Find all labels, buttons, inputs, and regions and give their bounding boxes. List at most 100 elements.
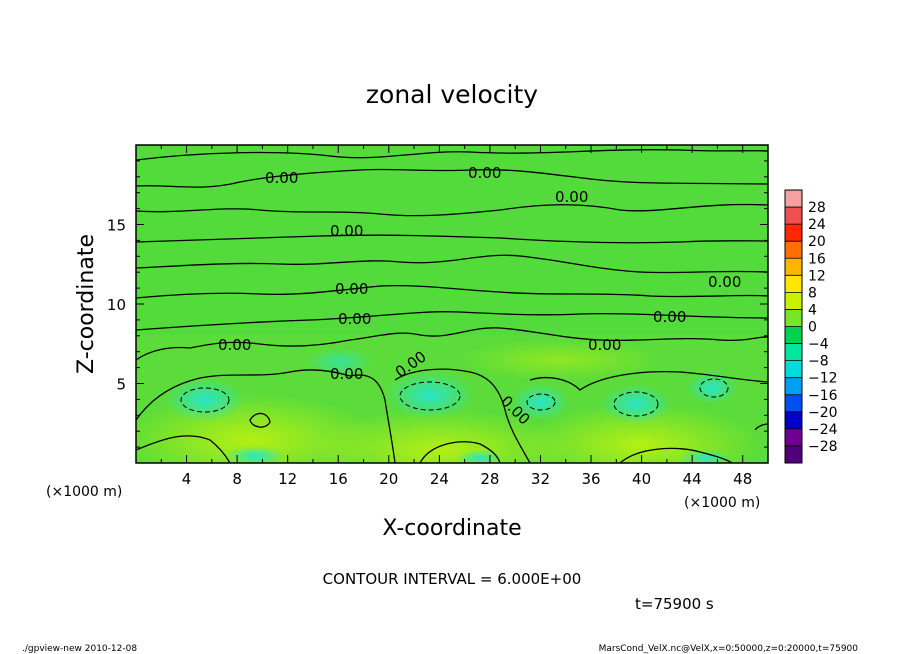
- negative-contours: [180, 378, 729, 417]
- contour-line: [754, 423, 768, 431]
- contour-line: [136, 203, 768, 217]
- contour-label: 0.00: [335, 280, 368, 298]
- velocity-field-negative-cell: [225, 446, 285, 463]
- x-tick-label: 4: [182, 470, 192, 488]
- colorbar-label: −20: [808, 405, 838, 421]
- y-axis: 5 10 15: [107, 160, 768, 448]
- contour-label: 0.00: [708, 273, 741, 291]
- colorbar-swatch: [785, 411, 802, 430]
- negative-contour: [399, 381, 461, 411]
- contour-line: [249, 412, 271, 428]
- negative-contour: [699, 378, 729, 398]
- contour-line: [136, 311, 768, 331]
- y-tick-label: 15: [107, 217, 126, 235]
- contour-lines: [136, 149, 768, 463]
- colorbar-swatch: [785, 309, 802, 327]
- velocity-field-negative-cell: [510, 384, 570, 420]
- colorbar-label: 4: [808, 302, 817, 318]
- x-axis-label: X-coordinate: [382, 516, 521, 541]
- x-tick-label: 48: [733, 470, 752, 488]
- contour-line: [136, 369, 396, 463]
- contour-line: [136, 254, 768, 274]
- y-axis-label: Z-coordinate: [74, 234, 99, 374]
- y-tick-label: 10: [107, 296, 126, 314]
- colorbar-label: 12: [808, 268, 826, 284]
- contour-line: [619, 447, 733, 463]
- colorbar-label: −8: [808, 354, 829, 370]
- colorbar-label: 20: [808, 234, 826, 250]
- contour-label: 0.00: [330, 222, 363, 240]
- time-label: t=75900 s: [635, 595, 714, 613]
- contour-label: 0.00: [330, 365, 363, 383]
- velocity-field-positive-region: [520, 405, 760, 463]
- footer-right: MarsCond_VelX.nc@VelX,x=0:50000,z=0:2000…: [599, 644, 859, 654]
- velocity-field-negative-cell: [385, 371, 475, 419]
- contour-line: [419, 441, 501, 463]
- contour-line: [136, 435, 231, 463]
- colorbar-swatch: [785, 207, 802, 225]
- colorbar-label: 8: [808, 285, 817, 301]
- contour-line: [136, 284, 768, 299]
- negative-contour: [613, 391, 659, 417]
- colorbar-swatch: [785, 360, 802, 378]
- x-tick-label: 32: [531, 470, 550, 488]
- colorbar-label: −12: [808, 371, 838, 387]
- contour-line: [136, 327, 768, 361]
- colorbar-swatch: [785, 326, 802, 344]
- x-unit-left: (×1000 m): [46, 484, 122, 500]
- colorbar-label: 16: [808, 251, 826, 267]
- colorbar-swatch: [785, 241, 802, 259]
- contour-label: 0.00: [555, 188, 588, 206]
- velocity-field-negative-cell: [165, 378, 245, 422]
- colorbar-swatch: [785, 258, 802, 276]
- x-tick-label: 24: [430, 470, 449, 488]
- chart-title: zonal velocity: [366, 80, 538, 109]
- colorbar-swatch: [785, 445, 802, 464]
- colorbar-swatch: [785, 190, 802, 208]
- colorbar-swatch: [785, 428, 802, 447]
- x-tick-label: 36: [581, 470, 600, 488]
- contour-line: [136, 168, 768, 188]
- velocity-field-negative-cell: [600, 384, 672, 424]
- colorbar-label: 28: [808, 200, 826, 216]
- contour-label: 0.00: [588, 336, 621, 354]
- contour-label: 0.00: [338, 310, 371, 328]
- colorbar-swatch: [785, 292, 802, 310]
- velocity-field-positive-region: [460, 340, 660, 380]
- contour-label: 0.00: [265, 169, 298, 187]
- velocity-field-negative-cell: [456, 450, 504, 463]
- colorbar-swatch: [785, 343, 802, 361]
- x-tick-label: 28: [480, 470, 499, 488]
- contour-line: [136, 149, 768, 161]
- colorbar-label: −16: [808, 388, 838, 404]
- negative-contour: [180, 387, 230, 413]
- velocity-field-negative-cell: [686, 372, 738, 404]
- colorbar-label: 24: [808, 217, 826, 233]
- y-tick-label: 5: [116, 376, 126, 394]
- x-tick-label: 20: [379, 470, 398, 488]
- velocity-field-upper-band: [136, 145, 768, 335]
- negative-contour: [526, 393, 556, 411]
- contour-interval-label: CONTOUR INTERVAL = 6.000E+00: [323, 570, 582, 588]
- contour-line: [136, 234, 768, 244]
- colorbar-label: 0: [808, 320, 817, 336]
- x-tick-label: 44: [683, 470, 702, 488]
- contour-label: 0.00: [653, 308, 686, 326]
- x-unit-right: (×1000 m): [684, 495, 760, 511]
- plot-area: 0.00 0.00 0.00 0.00 0.00 0.00 0.00 0.00 …: [136, 145, 768, 463]
- velocity-field-negative-cell: [306, 348, 374, 376]
- footer-left: ./gpview-new 2010-12-08: [22, 644, 137, 654]
- x-tick-label: 12: [278, 470, 297, 488]
- colorbar-swatch: [785, 377, 802, 396]
- colorbar-label: −4: [808, 337, 829, 353]
- x-tick-label: 40: [632, 470, 651, 488]
- x-tick-label: 8: [232, 470, 242, 488]
- contour-line: [394, 368, 531, 463]
- x-axis: 4 8 12 16 20 24 28 32 36 40 44 48: [160, 145, 752, 488]
- colorbar-label: −24: [808, 422, 838, 438]
- x-tick-label: 16: [329, 470, 348, 488]
- velocity-field-positive-region: [310, 410, 570, 463]
- contour-label: 0.00: [468, 164, 501, 182]
